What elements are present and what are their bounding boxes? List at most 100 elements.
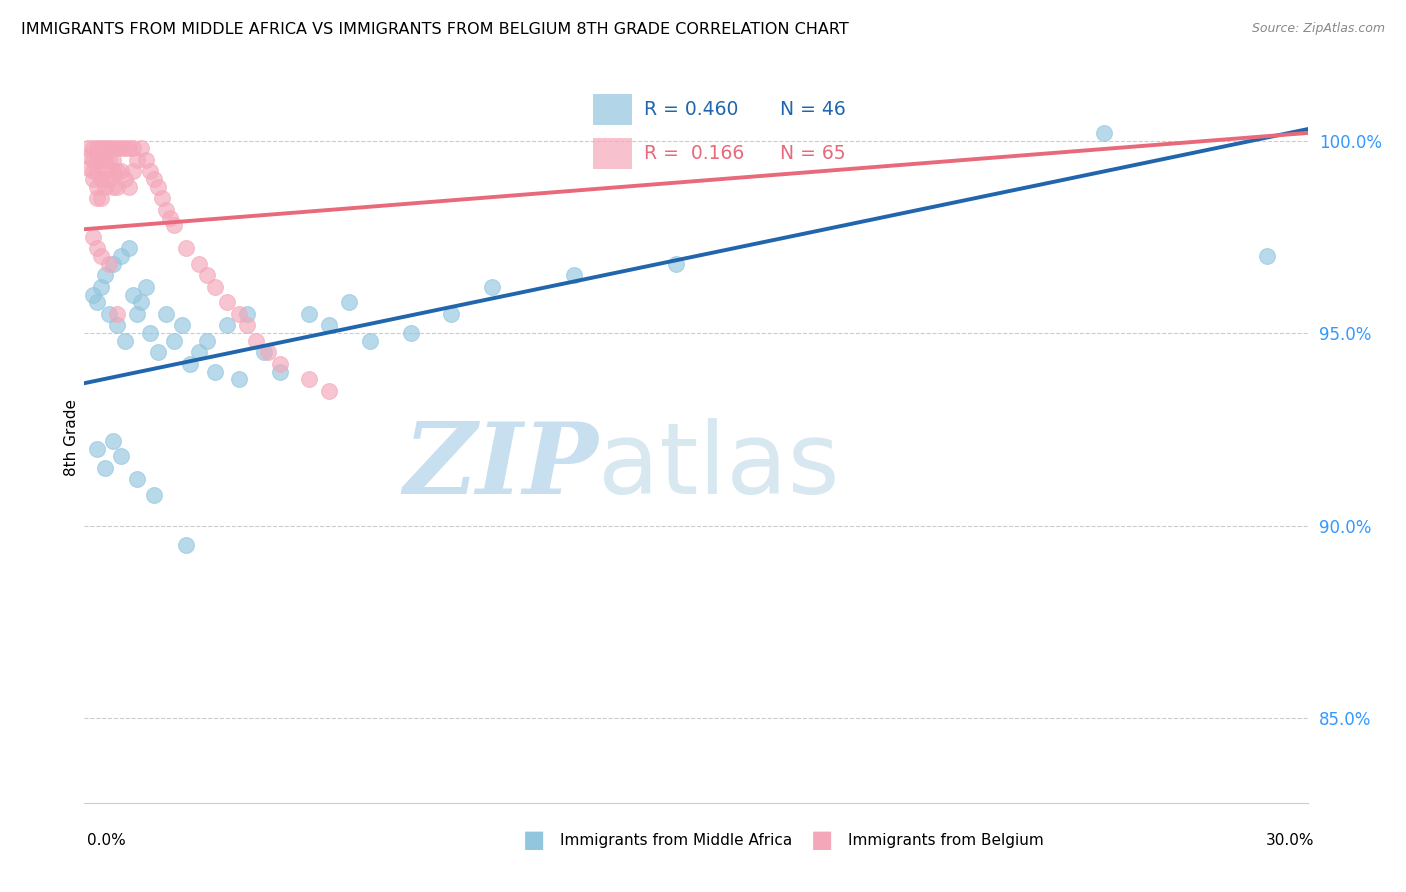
- Point: [93, 179, 115, 194]
- Point: [318, 384, 340, 398]
- Point: [1256, 249, 1278, 263]
- Point: [195, 268, 218, 283]
- Point: [298, 307, 321, 321]
- Point: [105, 307, 128, 321]
- Bar: [592, 138, 631, 169]
- Text: atlas: atlas: [598, 417, 839, 515]
- Point: [131, 295, 153, 310]
- Point: [90, 280, 112, 294]
- Point: [163, 334, 186, 348]
- Point: [257, 345, 280, 359]
- Point: [77, 149, 100, 163]
- Point: [142, 488, 165, 502]
- Point: [440, 307, 463, 321]
- Point: [155, 307, 177, 321]
- Point: [127, 153, 149, 167]
- Point: [187, 257, 209, 271]
- Point: [105, 141, 128, 155]
- Point: [187, 345, 209, 359]
- Point: [118, 179, 141, 194]
- Point: [97, 141, 120, 155]
- Point: [318, 318, 340, 333]
- Point: [135, 280, 157, 294]
- Point: [298, 372, 321, 386]
- Point: [118, 242, 141, 256]
- Point: [110, 450, 132, 464]
- Point: [110, 164, 132, 178]
- Point: [110, 141, 132, 155]
- Point: [217, 318, 239, 333]
- Point: [269, 365, 291, 379]
- Point: [82, 153, 104, 167]
- Point: [399, 326, 422, 340]
- Point: [204, 280, 226, 294]
- Point: [114, 172, 136, 186]
- Point: [105, 164, 128, 178]
- Point: [179, 357, 201, 371]
- Point: [146, 345, 169, 359]
- Point: [90, 191, 112, 205]
- Point: [101, 153, 124, 167]
- Point: [236, 318, 259, 333]
- Point: [86, 442, 108, 456]
- Point: [114, 141, 136, 155]
- Point: [101, 257, 124, 271]
- Text: ■: ■: [523, 829, 546, 852]
- Point: [93, 153, 115, 167]
- Point: [150, 191, 173, 205]
- Point: [228, 307, 250, 321]
- Text: ZIP: ZIP: [404, 418, 598, 515]
- Point: [101, 164, 124, 178]
- Point: [93, 268, 115, 283]
- Point: [269, 357, 291, 371]
- Point: [122, 287, 145, 301]
- Point: [253, 345, 276, 359]
- Point: [122, 141, 145, 155]
- Text: IMMIGRANTS FROM MIDDLE AFRICA VS IMMIGRANTS FROM BELGIUM 8TH GRADE CORRELATION C: IMMIGRANTS FROM MIDDLE AFRICA VS IMMIGRA…: [21, 22, 849, 37]
- Point: [86, 242, 108, 256]
- Point: [86, 179, 108, 194]
- Point: [131, 141, 153, 155]
- Point: [159, 211, 181, 225]
- Point: [82, 230, 104, 244]
- Point: [82, 172, 104, 186]
- Point: [174, 242, 197, 256]
- Text: 0.0%: 0.0%: [87, 833, 127, 847]
- Point: [82, 141, 104, 155]
- Point: [90, 153, 112, 167]
- Point: [101, 141, 124, 155]
- Point: [93, 164, 115, 178]
- Point: [86, 153, 108, 167]
- Text: R =  0.166: R = 0.166: [644, 144, 744, 162]
- Point: [204, 365, 226, 379]
- Point: [93, 461, 115, 475]
- Point: [174, 538, 197, 552]
- Point: [97, 307, 120, 321]
- Point: [138, 326, 160, 340]
- Point: [105, 318, 128, 333]
- Point: [82, 287, 104, 301]
- Point: [245, 334, 267, 348]
- Point: [562, 268, 585, 283]
- Bar: [592, 95, 631, 125]
- Point: [86, 164, 108, 178]
- Point: [146, 179, 169, 194]
- Point: [163, 219, 186, 233]
- Point: [86, 295, 108, 310]
- Point: [97, 172, 120, 186]
- Point: [481, 280, 503, 294]
- Point: [110, 249, 132, 263]
- Point: [135, 153, 157, 167]
- Text: N = 46: N = 46: [780, 100, 846, 119]
- Point: [86, 141, 108, 155]
- Point: [1092, 126, 1115, 140]
- Point: [195, 334, 218, 348]
- Y-axis label: 8th Grade: 8th Grade: [63, 399, 79, 475]
- Point: [339, 295, 360, 310]
- Point: [127, 307, 149, 321]
- Point: [105, 179, 128, 194]
- Point: [217, 295, 239, 310]
- Point: [122, 164, 145, 178]
- Point: [90, 172, 112, 186]
- Point: [114, 334, 136, 348]
